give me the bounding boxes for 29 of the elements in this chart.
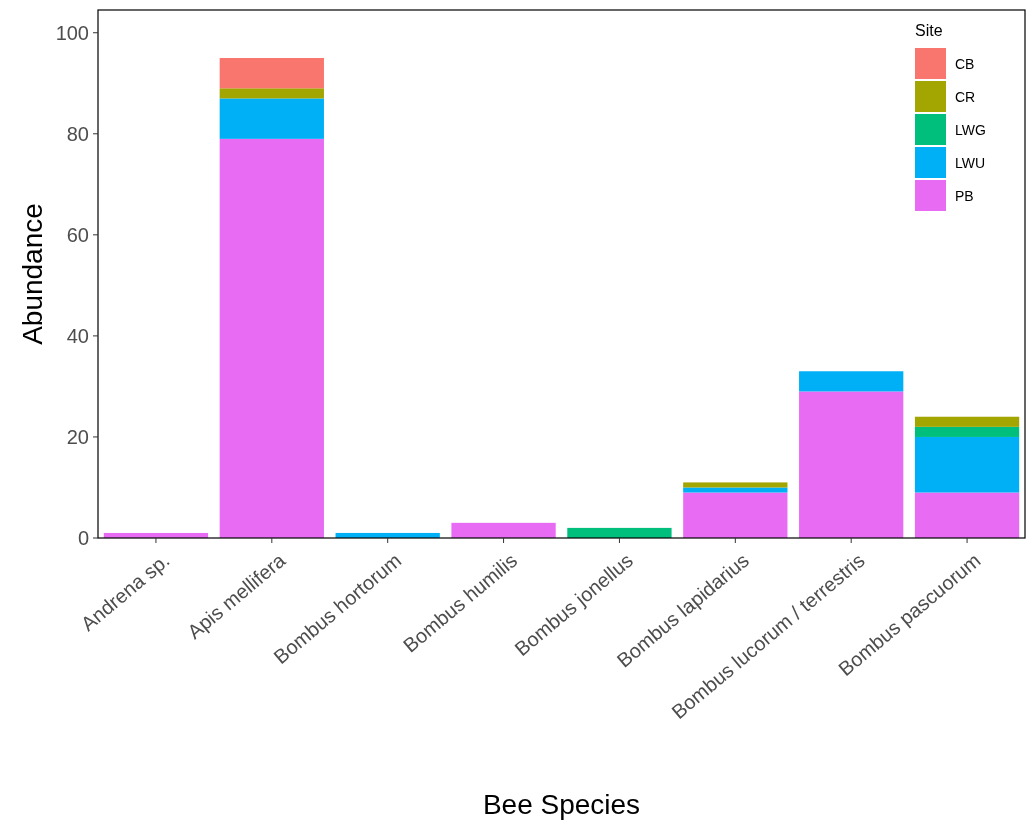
y-tick-label: 20 xyxy=(66,425,89,448)
legend-label: CB xyxy=(955,55,975,72)
bar xyxy=(219,58,324,89)
bar xyxy=(219,88,324,99)
y-axis-title: Abundance xyxy=(17,203,48,345)
y-tick-label: 60 xyxy=(66,223,89,246)
legend-label: CR xyxy=(955,88,976,105)
bar xyxy=(914,416,1020,427)
bar xyxy=(799,391,904,538)
x-axis-title: Bee Species xyxy=(482,789,641,820)
bar xyxy=(683,487,788,493)
y-tick-label: 100 xyxy=(55,21,89,44)
legend-label: LWU xyxy=(955,154,986,171)
bar xyxy=(451,522,556,538)
y-tick-label: 80 xyxy=(66,122,89,145)
bar xyxy=(914,426,1020,437)
bar xyxy=(914,436,1020,493)
bar xyxy=(799,371,904,392)
bar xyxy=(683,482,788,488)
legend-title: Site xyxy=(915,22,943,39)
legend-label: PB xyxy=(955,187,974,204)
bar xyxy=(219,98,324,139)
bar xyxy=(914,492,1020,538)
bar xyxy=(683,492,788,538)
legend-label: LWG xyxy=(955,121,986,138)
y-tick-label: 40 xyxy=(66,324,89,347)
y-tick-label: 0 xyxy=(77,527,89,549)
bar xyxy=(567,527,672,538)
bar xyxy=(219,138,324,538)
